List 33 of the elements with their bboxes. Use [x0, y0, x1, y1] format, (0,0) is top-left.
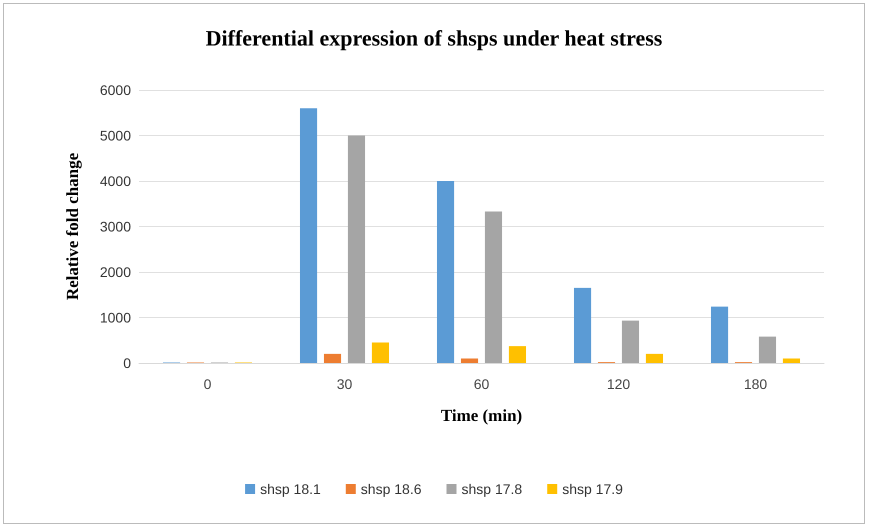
x-axis-title: Time (min): [440, 406, 522, 425]
y-tick-label: 5000: [100, 128, 132, 144]
y-tick-label: 4000: [100, 173, 132, 189]
y-tick-label: 0: [123, 355, 132, 371]
bar: [372, 342, 390, 363]
legend-label: shsp 18.1: [260, 481, 322, 497]
chart-title: Differential expression of shsps under heat stress: [206, 26, 663, 50]
bar: [710, 306, 728, 363]
bar: [324, 354, 342, 363]
y-axis-title: Relative fold change: [63, 152, 82, 300]
bar: [300, 108, 318, 363]
y-tick-label: 1000: [100, 310, 132, 326]
bar: [782, 358, 800, 363]
bar: [758, 336, 776, 363]
x-tick-label: 60: [474, 376, 490, 392]
x-tick-label: 180: [744, 376, 768, 392]
legend-label: shsp 17.9: [562, 481, 624, 497]
bar: [646, 354, 664, 363]
bar: [348, 136, 366, 363]
legend-label: shsp 18.6: [360, 481, 422, 497]
x-tick-label: 30: [336, 376, 352, 392]
bar: [574, 288, 592, 363]
y-tick-label: 6000: [100, 82, 132, 98]
bar: [436, 181, 454, 363]
x-tick-label: 0: [204, 376, 212, 392]
bar: [460, 358, 478, 363]
bar: [508, 346, 526, 363]
y-tick-label: 2000: [100, 264, 132, 280]
x-tick-label: 120: [606, 376, 630, 392]
y-tick-label: 3000: [100, 218, 132, 234]
legend-label: shsp 17.8: [462, 481, 522, 497]
bar: [484, 211, 502, 363]
bar: [622, 320, 640, 363]
